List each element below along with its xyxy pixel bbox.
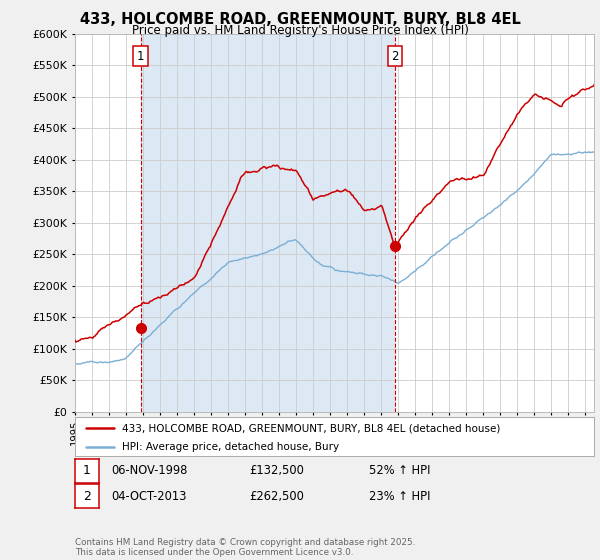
Text: 1: 1 [83, 464, 91, 478]
Text: 52% ↑ HPI: 52% ↑ HPI [369, 464, 431, 478]
Text: £262,500: £262,500 [249, 489, 304, 503]
Text: 1: 1 [137, 50, 144, 63]
Text: 433, HOLCOMBE ROAD, GREENMOUNT, BURY, BL8 4EL (detached house): 433, HOLCOMBE ROAD, GREENMOUNT, BURY, BL… [122, 423, 500, 433]
Text: Price paid vs. HM Land Registry's House Price Index (HPI): Price paid vs. HM Land Registry's House … [131, 24, 469, 36]
Text: 433, HOLCOMBE ROAD, GREENMOUNT, BURY, BL8 4EL: 433, HOLCOMBE ROAD, GREENMOUNT, BURY, BL… [80, 12, 520, 27]
Text: HPI: Average price, detached house, Bury: HPI: Average price, detached house, Bury [122, 442, 339, 451]
Text: £132,500: £132,500 [249, 464, 304, 478]
Text: 2: 2 [83, 489, 91, 503]
Bar [140, 34, 395, 412]
Text: Contains HM Land Registry data © Crown copyright and database right 2025.
This d: Contains HM Land Registry data © Crown c… [75, 538, 415, 557]
Text: 06-NOV-1998: 06-NOV-1998 [111, 464, 187, 478]
Text: 2: 2 [391, 50, 398, 63]
Text: 04-OCT-2013: 04-OCT-2013 [111, 489, 187, 503]
Text: 23% ↑ HPI: 23% ↑ HPI [369, 489, 431, 503]
